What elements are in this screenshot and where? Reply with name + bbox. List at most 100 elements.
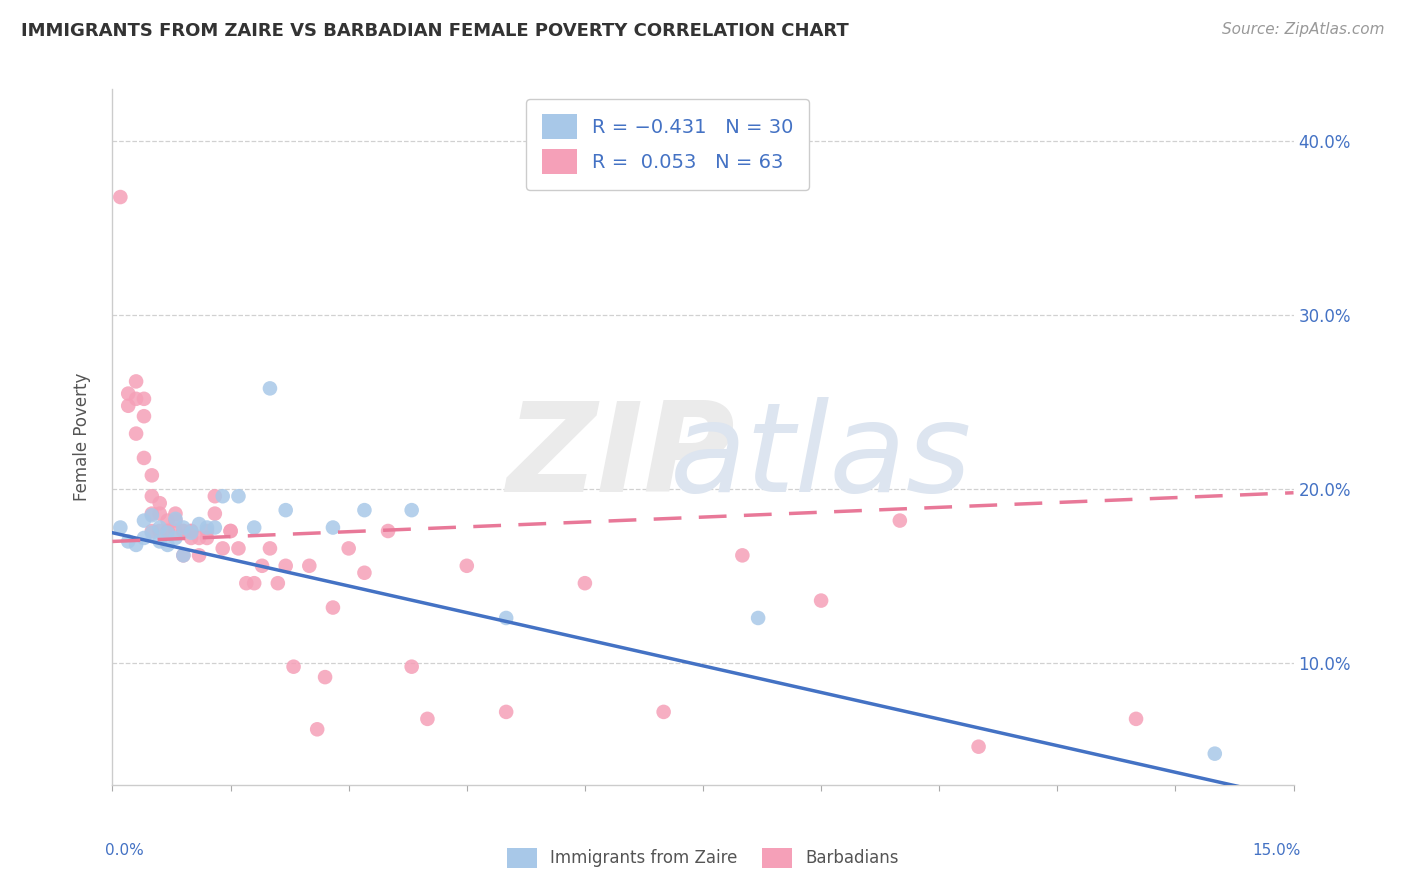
Point — [165, 512, 187, 526]
Point — [165, 507, 187, 521]
Point — [235, 576, 257, 591]
Point — [228, 489, 250, 503]
Text: 0.0%: 0.0% — [105, 843, 145, 858]
Point — [117, 534, 139, 549]
Point — [141, 507, 163, 521]
Point — [188, 549, 211, 563]
Point — [211, 489, 233, 503]
Point — [204, 489, 226, 503]
Point — [228, 541, 250, 556]
Point — [125, 426, 148, 441]
Point — [307, 723, 329, 737]
Point — [243, 576, 266, 591]
Point — [141, 524, 163, 538]
Point — [889, 514, 911, 528]
Point — [156, 538, 179, 552]
Point — [125, 392, 148, 406]
Point — [731, 549, 754, 563]
Point — [274, 503, 297, 517]
Point — [180, 525, 202, 540]
Point — [274, 558, 297, 573]
Point — [195, 524, 218, 538]
Point — [211, 541, 233, 556]
Point — [149, 496, 172, 510]
Point — [652, 705, 675, 719]
Point — [132, 409, 155, 424]
Point — [110, 190, 132, 204]
Point — [195, 531, 218, 545]
Point — [353, 503, 375, 517]
Point — [267, 576, 290, 591]
Point — [322, 600, 344, 615]
Point — [117, 399, 139, 413]
Point — [188, 516, 211, 531]
Point — [132, 392, 155, 406]
Point — [337, 541, 360, 556]
Point — [165, 524, 187, 538]
Point — [401, 503, 423, 517]
Point — [416, 712, 439, 726]
Legend: Immigrants from Zaire, Barbadians: Immigrants from Zaire, Barbadians — [501, 841, 905, 875]
Point — [141, 489, 163, 503]
Point — [188, 531, 211, 545]
Point — [156, 524, 179, 538]
Point — [149, 524, 172, 538]
Point — [132, 514, 155, 528]
Point — [172, 520, 194, 534]
Point — [110, 520, 132, 534]
Text: atlas: atlas — [671, 398, 972, 518]
Point — [117, 386, 139, 401]
Point — [172, 549, 194, 563]
Point — [283, 659, 305, 673]
Point — [259, 541, 281, 556]
Text: 15.0%: 15.0% — [1253, 843, 1301, 858]
Point — [219, 524, 242, 538]
Point — [132, 450, 155, 465]
Point — [172, 524, 194, 538]
Point — [377, 524, 399, 538]
Point — [574, 576, 596, 591]
Point — [810, 593, 832, 607]
Point — [141, 508, 163, 523]
Point — [149, 534, 172, 549]
Point — [1125, 712, 1147, 726]
Point — [180, 524, 202, 538]
Point — [180, 531, 202, 545]
Point — [172, 549, 194, 563]
Point — [322, 520, 344, 534]
Point — [156, 514, 179, 528]
Point — [141, 468, 163, 483]
Point — [967, 739, 990, 754]
Point — [165, 514, 187, 528]
Point — [250, 558, 273, 573]
Legend: R = −0.431   N = 30, R =  0.053   N = 63: R = −0.431 N = 30, R = 0.053 N = 63 — [526, 99, 808, 190]
Text: Source: ZipAtlas.com: Source: ZipAtlas.com — [1222, 22, 1385, 37]
Text: IMMIGRANTS FROM ZAIRE VS BARBADIAN FEMALE POVERTY CORRELATION CHART: IMMIGRANTS FROM ZAIRE VS BARBADIAN FEMAL… — [21, 22, 849, 40]
Point — [495, 705, 517, 719]
Point — [259, 381, 281, 395]
Point — [195, 520, 218, 534]
Point — [125, 375, 148, 389]
Point — [156, 524, 179, 538]
Point — [125, 538, 148, 552]
Point — [243, 520, 266, 534]
Point — [132, 531, 155, 545]
Point — [401, 659, 423, 673]
Point — [298, 558, 321, 573]
Y-axis label: Female Poverty: Female Poverty — [73, 373, 91, 501]
Point — [747, 611, 769, 625]
Point — [219, 524, 242, 538]
Text: ZIP: ZIP — [506, 398, 735, 518]
Point — [353, 566, 375, 580]
Point — [172, 524, 194, 538]
Point — [1204, 747, 1226, 761]
Point — [149, 520, 172, 534]
Point — [180, 524, 202, 538]
Point — [495, 611, 517, 625]
Point — [314, 670, 336, 684]
Point — [156, 525, 179, 540]
Point — [141, 525, 163, 540]
Point — [204, 520, 226, 534]
Point — [456, 558, 478, 573]
Point — [204, 507, 226, 521]
